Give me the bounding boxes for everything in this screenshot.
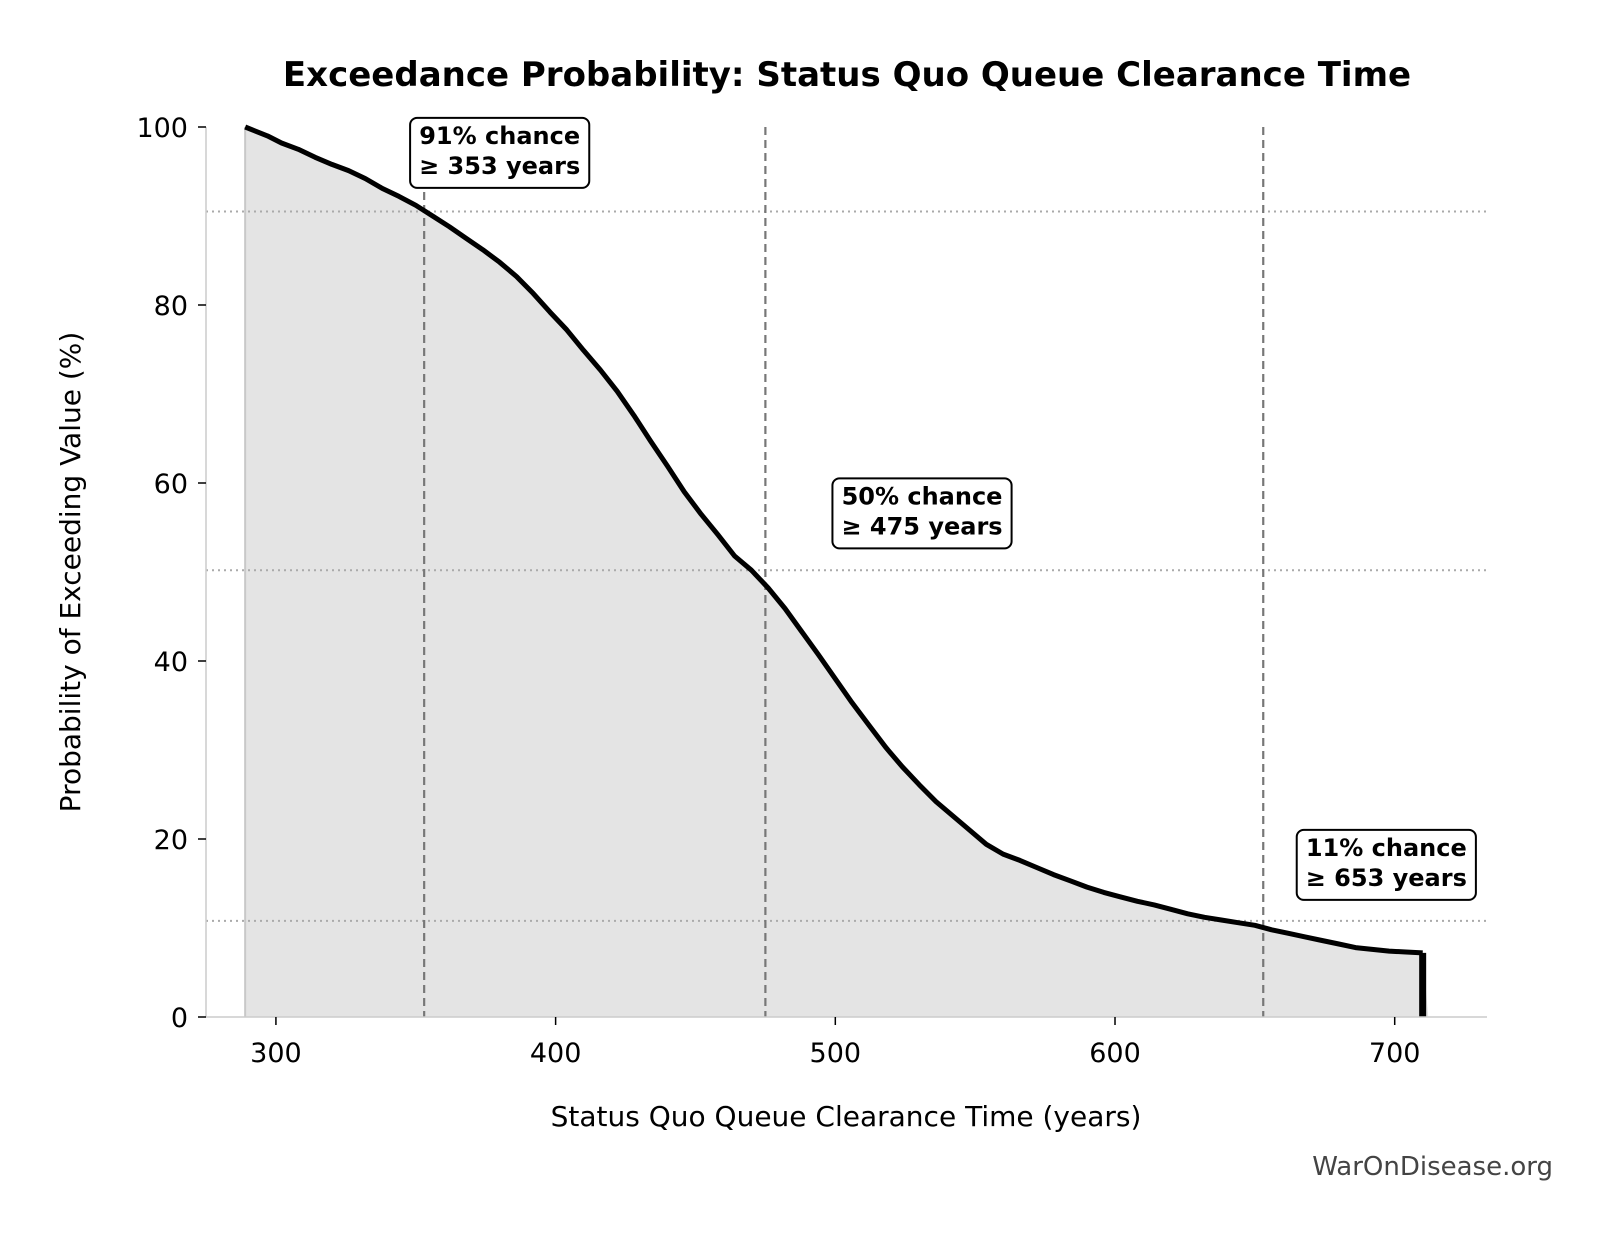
chart-title: Exceedance Probability: Status Quo Queue… — [283, 55, 1411, 95]
y-axis-ticks: 0 20 40 60 80 100 — [136, 113, 206, 1034]
x-tick-label: 300 — [250, 1038, 302, 1069]
x-axis-label: Status Quo Queue Clearance Time (years) — [551, 1100, 1142, 1133]
x-tick-label: 600 — [1089, 1038, 1141, 1069]
annotation-box — [831, 477, 1013, 550]
percentile-annotation: 11% chance≥ 653 years — [1295, 828, 1477, 901]
annotation-line-2: ≥ 653 years — [1306, 864, 1467, 892]
x-tick-label: 500 — [810, 1038, 862, 1069]
annotation-box — [1295, 828, 1477, 901]
y-tick-label: 0 — [171, 1003, 188, 1034]
annotation-line-2: ≥ 475 years — [841, 512, 1002, 540]
exceedance-curve — [244, 124, 1423, 956]
exceedance-area-fill — [245, 127, 1429, 1017]
x-tick-label: 400 — [530, 1038, 582, 1069]
annotations: 91% chance≥ 353 years 50% chance≥ 475 yea… — [409, 116, 1477, 901]
percentile-marker-lines — [423, 127, 1265, 1017]
y-tick-label: 100 — [136, 113, 188, 144]
y-tick-label: 20 — [154, 825, 188, 856]
y-tick-label: 80 — [154, 291, 188, 322]
percentile-annotation: 91% chance≥ 353 years — [409, 116, 591, 189]
watermark: WarOnDisease.org — [1312, 1152, 1553, 1182]
annotation-line-1: 11% chance — [1306, 834, 1467, 862]
annotation-line-1: 91% chance — [419, 122, 580, 150]
percentile-annotation: 50% chance≥ 475 years — [831, 477, 1013, 550]
annotation-line-2: ≥ 353 years — [419, 152, 580, 180]
annotation-box — [409, 116, 591, 189]
y-tick-label: 60 — [154, 469, 188, 500]
annotation-line-1: 50% chance — [842, 482, 1003, 510]
plot-area — [206, 124, 1487, 1017]
y-tick-label: 40 — [154, 647, 188, 678]
x-axis-ticks: 300 400 500 600 700 — [250, 1017, 1420, 1069]
y-axis-label: Probability of Exceeding Value (%) — [54, 332, 87, 813]
axes: 0 20 40 60 80 100 300 400 500 600 700 — [136, 113, 1487, 1069]
x-tick-label: 700 — [1369, 1038, 1421, 1069]
